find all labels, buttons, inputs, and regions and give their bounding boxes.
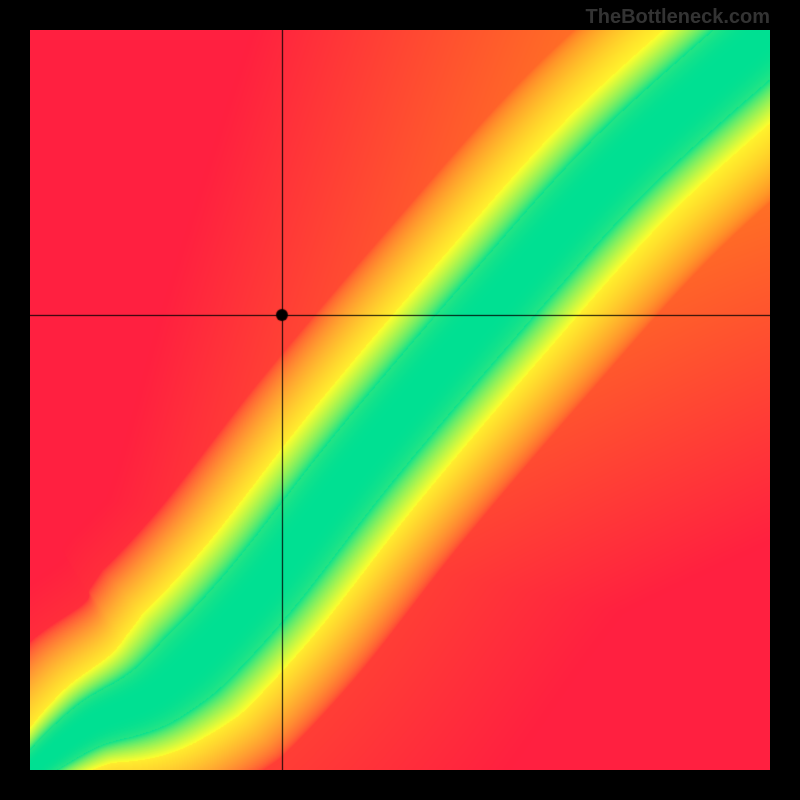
- heatmap-plot: [30, 30, 770, 770]
- chart-frame: TheBottleneck.com: [0, 0, 800, 800]
- heatmap-canvas: [30, 30, 770, 770]
- watermark-text: TheBottleneck.com: [586, 6, 770, 29]
